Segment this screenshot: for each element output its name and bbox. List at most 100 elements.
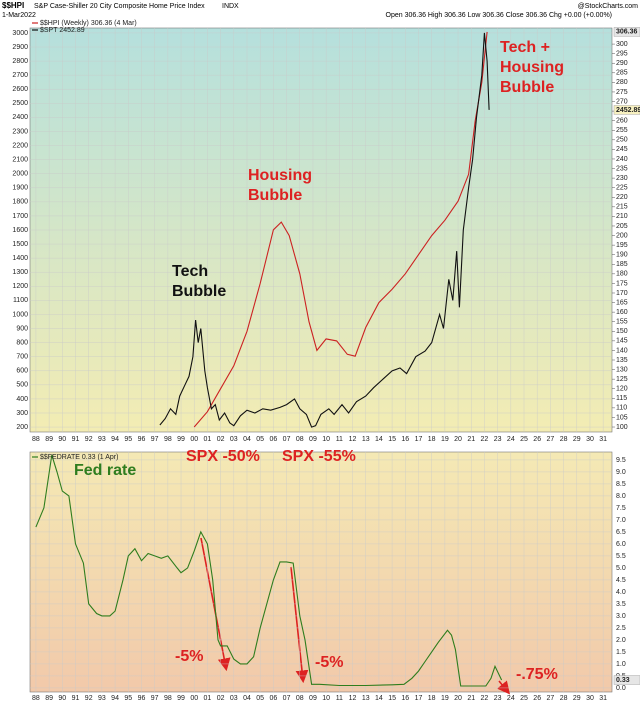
- x-tick-label: 89: [45, 695, 53, 702]
- y-tick-label: 500: [16, 382, 28, 389]
- y-tick-label: 9.5: [616, 457, 626, 464]
- y-tick-label: 600: [16, 368, 28, 375]
- y-tick-label: 0.0: [616, 685, 626, 692]
- x-tick-label: 23: [494, 436, 502, 443]
- annotation: Housing: [500, 59, 564, 76]
- y2-tick-label: 270: [616, 98, 628, 105]
- x-tick-label: 89: [45, 436, 53, 443]
- y2-tick-label: 180: [616, 271, 628, 278]
- legend-label: $SPT 2452.89: [40, 27, 85, 34]
- x-tick-label: 15: [388, 436, 396, 443]
- x-tick-label: 18: [428, 695, 436, 702]
- x-tick-label: 24: [507, 436, 515, 443]
- y2-tick-label: 100: [616, 424, 628, 431]
- last-value-tag: [613, 105, 640, 115]
- annotation: Bubble: [172, 283, 226, 300]
- annotation: Bubble: [500, 79, 554, 96]
- y2-tick-label: 105: [616, 414, 628, 421]
- y-tick-label: 1800: [12, 199, 28, 206]
- y2-tick-label: 175: [616, 280, 628, 287]
- y-tick-label: 7.0: [616, 517, 626, 524]
- x-tick-label: 15: [388, 695, 396, 702]
- y2-tick-label: 185: [616, 261, 628, 268]
- x-tick-label: 13: [362, 695, 370, 702]
- x-tick-label: 92: [85, 695, 93, 702]
- x-tick-label: 29: [573, 695, 581, 702]
- y-tick-label: 1700: [12, 213, 28, 220]
- x-tick-label: 11: [336, 436, 343, 443]
- annotation: Tech: [172, 263, 208, 280]
- x-tick-label: 19: [441, 436, 449, 443]
- x-tick-label: 99: [177, 695, 185, 702]
- annotation: SPX -55%: [282, 448, 356, 465]
- y-tick-label: 1400: [12, 255, 28, 262]
- x-tick-label: 90: [58, 436, 66, 443]
- y-tick-label: 1600: [12, 227, 28, 234]
- x-tick-label: 03: [230, 695, 238, 702]
- y-tick-label: 2500: [12, 100, 28, 107]
- y2-tick-label: 155: [616, 319, 628, 326]
- x-tick-label: 20: [454, 436, 462, 443]
- y2-tick-label: 200: [616, 232, 628, 239]
- x-tick-label: 99: [177, 436, 185, 443]
- x-tick-label: 09: [309, 436, 317, 443]
- y2-tick-label: 230: [616, 175, 628, 182]
- y-tick-label: 5.0: [616, 565, 626, 572]
- x-tick-label: 16: [401, 436, 409, 443]
- x-tick-label: 30: [586, 436, 594, 443]
- x-tick-label: 14: [375, 695, 383, 702]
- x-tick-label: 95: [124, 436, 132, 443]
- x-tick-label: 09: [309, 695, 317, 702]
- y2-tick-label: 260: [616, 118, 628, 125]
- x-tick-label: 22: [481, 436, 489, 443]
- legend-label: $$HPI (Weekly) 306.36 (4 Mar): [40, 20, 137, 27]
- y-tick-label: 1200: [12, 283, 28, 290]
- x-tick-label: 07: [283, 436, 291, 443]
- x-tick-label: 24: [507, 695, 515, 702]
- y2-tick-label: 125: [616, 376, 628, 383]
- y-tick-label: 3.0: [616, 613, 626, 620]
- x-tick-label: 07: [283, 695, 291, 702]
- y-tick-label: 700: [16, 354, 28, 361]
- x-tick-label: 16: [401, 695, 409, 702]
- y2-tick-label: 300: [616, 41, 628, 48]
- y2-tick-label: 220: [616, 194, 628, 201]
- last-value-tag: [613, 27, 640, 37]
- arrow: [290, 566, 309, 684]
- y-tick-label: 6.5: [616, 529, 626, 536]
- y2-tick-label: 120: [616, 386, 628, 393]
- y-tick-label: 2.5: [616, 625, 626, 632]
- x-tick-label: 23: [494, 695, 502, 702]
- y2-tick-label: 250: [616, 137, 628, 144]
- x-tick-label: 04: [243, 695, 251, 702]
- x-tick-label: 93: [98, 436, 106, 443]
- y-tick-label: 1100: [13, 297, 28, 304]
- ohlc: Open 306.36 High 306.36 Low 306.36 Close…: [386, 12, 613, 19]
- annotation: -5%: [315, 654, 343, 671]
- y-tick-label: 2600: [12, 86, 28, 93]
- x-tick-label: 06: [269, 436, 277, 443]
- last-value-label: 2452.89: [616, 107, 640, 114]
- x-tick-label: 17: [415, 436, 423, 443]
- x-tick-label: 01: [204, 695, 212, 702]
- x-tick-label: 14: [375, 436, 383, 443]
- annotation: SPX -50%: [186, 448, 260, 465]
- y-tick-label: 2000: [12, 171, 28, 178]
- y2-tick-label: 255: [616, 127, 628, 134]
- y2-tick-label: 195: [616, 242, 628, 249]
- x-tick-label: 03: [230, 436, 238, 443]
- y2-tick-label: 150: [616, 328, 628, 335]
- y-tick-label: 2400: [12, 114, 28, 121]
- y2-tick-label: 140: [616, 347, 628, 354]
- x-tick-label: 25: [520, 695, 528, 702]
- y-tick-label: 5.5: [616, 553, 626, 560]
- x-tick-label: 20: [454, 695, 462, 702]
- arrow: [496, 680, 511, 695]
- x-tick-label: 12: [349, 436, 357, 443]
- y-tick-label: 2800: [12, 58, 28, 65]
- x-tick-label: 96: [138, 436, 146, 443]
- y-tick-label: 1500: [12, 241, 28, 248]
- x-tick-label: 30: [586, 695, 594, 702]
- x-tick-label: 93: [98, 695, 106, 702]
